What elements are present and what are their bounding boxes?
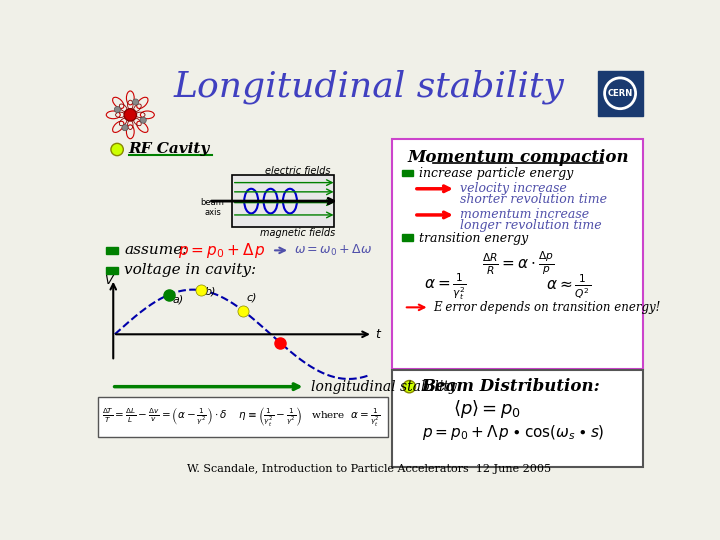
Text: $p = p_0 + \Lambda\, p \bullet \cos(\omega_s \bullet s)$: $p = p_0 + \Lambda\, p \bullet \cos(\ome… bbox=[422, 423, 604, 442]
Text: magnetic fields: magnetic fields bbox=[260, 228, 336, 238]
Circle shape bbox=[122, 125, 128, 131]
Text: CERN: CERN bbox=[608, 89, 633, 98]
Text: $\langle p \rangle = p_0$: $\langle p \rangle = p_0$ bbox=[453, 398, 521, 420]
Text: $\omega = \omega_0 + \Delta\omega$: $\omega = \omega_0 + \Delta\omega$ bbox=[294, 243, 372, 258]
FancyBboxPatch shape bbox=[598, 71, 642, 116]
Text: b): b) bbox=[204, 287, 216, 297]
Circle shape bbox=[124, 109, 137, 121]
Text: beam
axis: beam axis bbox=[200, 198, 225, 217]
Text: $\alpha = \frac{1}{\gamma_t^2}$: $\alpha = \frac{1}{\gamma_t^2}$ bbox=[423, 271, 467, 302]
Text: increase particle energy: increase particle energy bbox=[418, 167, 573, 180]
Text: a): a) bbox=[172, 294, 184, 304]
Circle shape bbox=[403, 381, 415, 393]
Text: Beam Distribution:: Beam Distribution: bbox=[422, 378, 600, 395]
Text: t: t bbox=[375, 328, 380, 341]
Text: RF Cavity: RF Cavity bbox=[129, 143, 210, 157]
FancyBboxPatch shape bbox=[392, 139, 644, 369]
Text: longer revolution time: longer revolution time bbox=[461, 219, 602, 232]
Text: velocity increase: velocity increase bbox=[461, 183, 567, 195]
Text: shorter revolution time: shorter revolution time bbox=[461, 193, 608, 206]
Bar bbox=[402, 170, 413, 177]
Text: $p = p_0 + \Delta\, p$: $p = p_0 + \Delta\, p$ bbox=[178, 241, 266, 260]
Text: voltage in cavity:: voltage in cavity: bbox=[124, 264, 256, 278]
Circle shape bbox=[111, 143, 123, 156]
Circle shape bbox=[132, 99, 139, 105]
Bar bbox=[402, 234, 413, 241]
Bar bbox=[106, 267, 118, 274]
Text: momentum increase: momentum increase bbox=[461, 208, 590, 221]
Text: $\frac{\Delta T}{T} = \frac{\Delta L}{L} - \frac{\Delta v}{v}= \left(\alpha - \f: $\frac{\Delta T}{T} = \frac{\Delta L}{L}… bbox=[102, 406, 380, 429]
Circle shape bbox=[114, 106, 120, 113]
Text: electric fields: electric fields bbox=[265, 166, 330, 176]
Text: transition energy: transition energy bbox=[418, 232, 528, 245]
FancyBboxPatch shape bbox=[98, 397, 387, 437]
Text: E error depends on transition energy!: E error depends on transition energy! bbox=[433, 301, 661, 314]
Text: $\frac{\Delta R}{R} = \alpha \cdot \frac{\Delta p}{p}$: $\frac{\Delta R}{R} = \alpha \cdot \frac… bbox=[482, 249, 554, 278]
Text: longitudinal stability: longitudinal stability bbox=[311, 380, 456, 394]
Text: V: V bbox=[104, 274, 112, 287]
Text: assume:: assume: bbox=[124, 244, 187, 258]
FancyBboxPatch shape bbox=[232, 175, 334, 227]
Text: Momentum compaction: Momentum compaction bbox=[407, 148, 629, 166]
Text: c): c) bbox=[246, 293, 256, 302]
Text: Longitudinal stability: Longitudinal stability bbox=[174, 69, 564, 104]
FancyBboxPatch shape bbox=[392, 370, 644, 467]
Text: W. Scandale, Introduction to Particle Accelerators  12 June 2005: W. Scandale, Introduction to Particle Ac… bbox=[187, 464, 551, 474]
Circle shape bbox=[140, 117, 146, 123]
Text: $\alpha \approx \frac{1}{Q^2}$: $\alpha \approx \frac{1}{Q^2}$ bbox=[546, 273, 591, 301]
Bar bbox=[106, 247, 118, 254]
